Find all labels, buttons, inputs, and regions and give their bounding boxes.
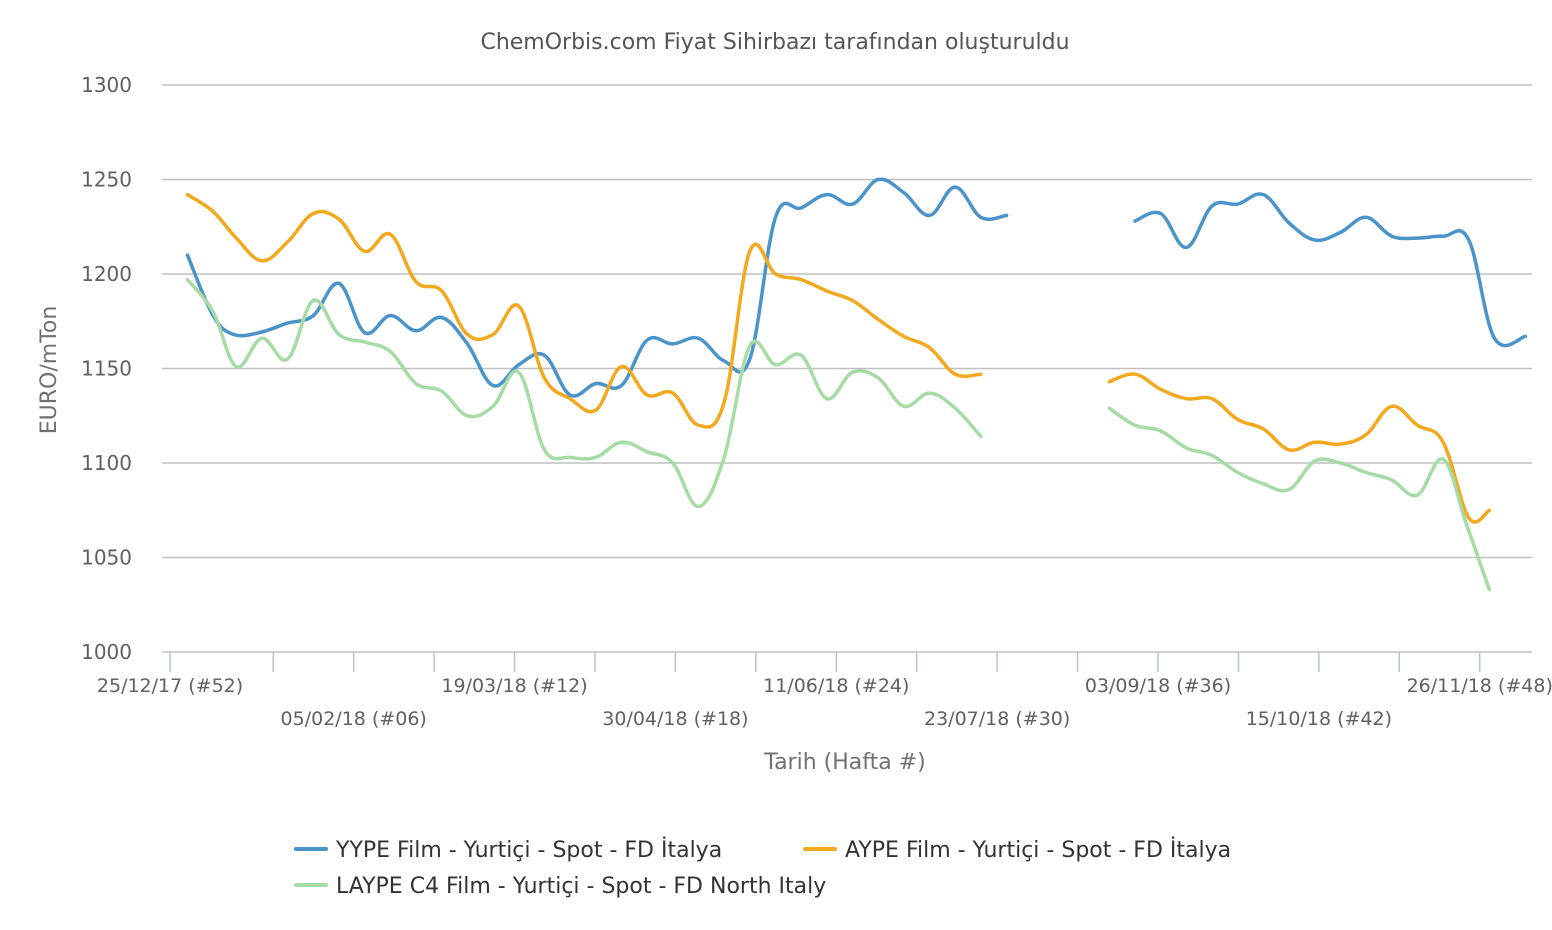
x-tick-label: 25/12/17 (#52) [97, 675, 243, 697]
legend-item: LAYPE C4 Film - Yurtiçi - Spot - FD Nort… [294, 874, 826, 899]
x-tick-label: 15/10/18 (#42) [1246, 708, 1392, 730]
legend-label: YYPE Film - Yurtiçi - Spot - FD İtalya [335, 837, 722, 863]
series-aype-line-segment [1107, 372, 1492, 524]
x-axis-ticks: 25/12/17 (#52) 05/02/18 (#06) 19/03/18 (#1… [97, 652, 1552, 730]
y-tick-label: 1250 [81, 168, 132, 192]
x-tick-label: 11/06/18 (#24) [763, 675, 909, 697]
series-laype-line-segment [185, 277, 983, 509]
series-aype-group [185, 192, 1492, 524]
series-lines [185, 177, 1528, 592]
y-tick-label: 1150 [81, 357, 132, 381]
legend-item: AYPE Film - Yurtiçi - Spot - FD İtalya [803, 837, 1231, 863]
x-tick-label: 19/03/18 (#12) [441, 675, 587, 697]
series-laype-line-segment [1107, 406, 1492, 592]
legend-label: AYPE Film - Yurtiçi - Spot - FD İtalya [845, 837, 1231, 863]
x-tick-label: 23/07/18 (#30) [924, 708, 1070, 730]
y-tick-label: 1300 [81, 73, 132, 97]
x-tick-label: 03/09/18 (#36) [1085, 675, 1231, 697]
series-yype-line-segment [185, 177, 1009, 398]
x-axis-title: Tarih (Hafta #) [763, 750, 925, 775]
gridlines [162, 84, 1532, 559]
y-axis-ticks: 1000 1050 1100 1150 1200 1250 1300 [81, 73, 132, 664]
x-tick-label: 05/02/18 (#06) [281, 708, 427, 730]
series-yype-line-segment [1133, 192, 1528, 348]
legend-item: YYPE Film - Yurtiçi - Spot - FD İtalya [294, 837, 722, 863]
chart-title: ChemOrbis.com Fiyat Sihirbazı tarafından… [480, 30, 1069, 55]
legend: YYPE Film - Yurtiçi - Spot - FD İtalya AY… [294, 837, 1231, 899]
y-tick-label: 1200 [81, 262, 132, 286]
legend-label: LAYPE C4 Film - Yurtiçi - Spot - FD Nort… [336, 874, 826, 899]
y-axis-title: EURO/mTon [37, 306, 62, 435]
series-laype-group [185, 277, 1492, 592]
x-tick-label: 26/11/18 (#48) [1407, 675, 1552, 697]
y-tick-label: 1050 [81, 546, 132, 570]
y-tick-label: 1000 [81, 640, 132, 664]
series-aype-line-segment [185, 192, 983, 429]
series-yype-group [185, 177, 1528, 398]
x-tick-label: 30/04/18 (#18) [602, 708, 748, 730]
y-tick-label: 1100 [81, 451, 132, 475]
